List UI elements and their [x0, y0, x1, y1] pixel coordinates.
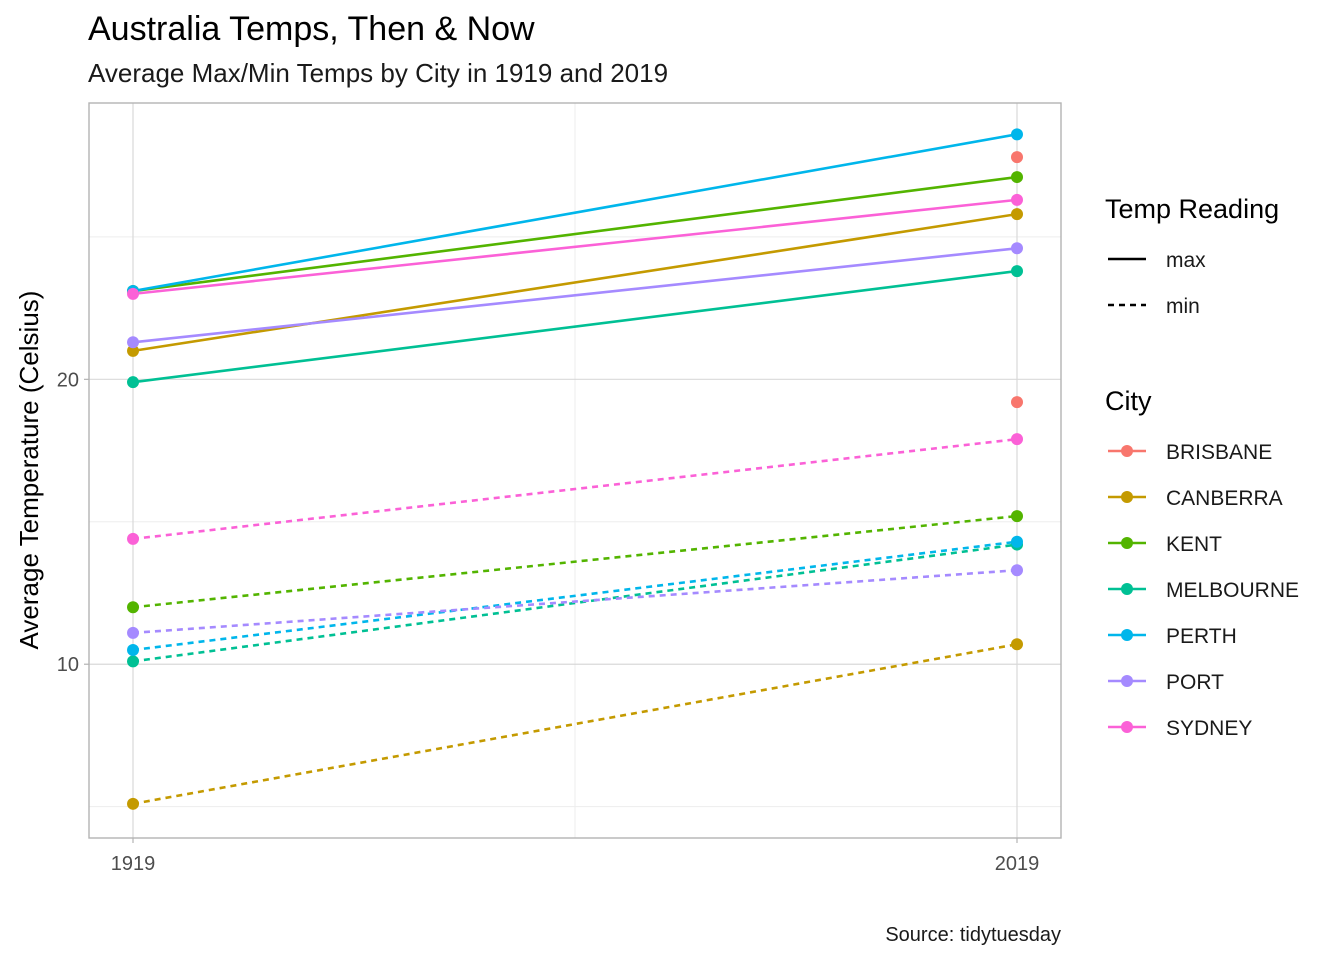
- data-point-perth-max: [1011, 128, 1023, 141]
- legend-label-port: PORT: [1166, 671, 1224, 694]
- legend-title-city: City: [1105, 386, 1152, 416]
- series-line-sydney-min: [132, 437, 1018, 541]
- legend-key-point-canberra: [1121, 491, 1133, 503]
- legend-label-sydney: SYDNEY: [1166, 717, 1252, 740]
- series-line-sydney-max: [132, 198, 1018, 296]
- data-point-kent-max: [1011, 171, 1023, 184]
- legend-label-brisbane: BRISBANE: [1166, 441, 1272, 464]
- data-point-port-min: [127, 626, 139, 639]
- legend-label-perth: PERTH: [1166, 625, 1237, 648]
- legend-label-min: min: [1166, 295, 1200, 318]
- panel-border: [88, 102, 1062, 839]
- data-point-canberra-min: [1011, 638, 1023, 651]
- data-point-port-max: [1011, 242, 1023, 255]
- legend-label-canberra: CANBERRA: [1166, 487, 1283, 510]
- legend-key-point-sydney: [1121, 721, 1133, 733]
- data-point-sydney-max: [127, 287, 139, 300]
- chart-title: Australia Temps, Then & Now: [88, 10, 535, 48]
- series-line-canberra-max: [132, 212, 1018, 353]
- data-point-port-min: [1011, 564, 1023, 577]
- series-layer: [127, 128, 1023, 810]
- chart-caption: Source: tidytuesday: [885, 924, 1061, 946]
- legend-key-point-melbourne: [1121, 583, 1133, 595]
- legend-key-point-port: [1121, 675, 1133, 687]
- data-point-perth-min: [1011, 535, 1023, 548]
- data-point-kent-min: [1011, 510, 1023, 523]
- series-line-kent-min: [132, 514, 1018, 609]
- legend-label-kent: KENT: [1166, 533, 1222, 556]
- legend-title-temp-reading: Temp Reading: [1105, 194, 1279, 224]
- y-axis-title: Average Temperature (Celsius): [14, 291, 44, 650]
- grid-layer: [89, 103, 1061, 838]
- data-point-kent-min: [127, 601, 139, 614]
- axis-layer: 10 20 1919 2019: [57, 369, 1040, 875]
- legend-label-max: max: [1166, 249, 1206, 272]
- series-line-port-min: [132, 568, 1018, 635]
- legend-label-melbourne: MELBOURNE: [1166, 579, 1299, 602]
- data-point-sydney-min: [127, 532, 139, 545]
- y-tick-label: 10: [57, 654, 79, 676]
- data-point-brisbane-max: [1011, 151, 1023, 164]
- legend-linetype: max min: [1108, 249, 1206, 318]
- legend-key-point-kent: [1121, 537, 1133, 549]
- legend-key-point-perth: [1121, 629, 1133, 641]
- data-point-melbourne-max: [127, 376, 139, 389]
- series-line-melbourne-max: [132, 269, 1018, 384]
- y-tick-label: 20: [57, 369, 79, 391]
- series-line-melbourne-min: [132, 543, 1018, 663]
- data-point-sydney-min: [1011, 433, 1023, 446]
- data-point-melbourne-min: [127, 655, 139, 668]
- series-line-perth-min: [132, 540, 1018, 652]
- data-point-port-max: [127, 336, 139, 349]
- chart-subtitle: Average Max/Min Temps by City in 1919 an…: [88, 58, 668, 88]
- x-tick-label: 1919: [111, 853, 156, 875]
- legend-key-point-brisbane: [1121, 445, 1133, 457]
- series-line-perth-max: [132, 133, 1018, 293]
- legend-color: BRISBANE CANBERRA KENT MELBOURNE PERTH PORT SY…: [1108, 441, 1299, 740]
- data-point-melbourne-max: [1011, 265, 1023, 278]
- series-line-canberra-min: [132, 642, 1018, 806]
- data-point-canberra-max: [127, 344, 139, 357]
- data-point-perth-min: [127, 643, 139, 656]
- data-point-canberra-max: [1011, 208, 1023, 221]
- data-point-brisbane-min: [1011, 396, 1023, 409]
- data-point-sydney-max: [1011, 193, 1023, 206]
- series-line-port-max: [132, 246, 1018, 344]
- series-line-kent-max: [132, 175, 1018, 293]
- x-tick-label: 2019: [995, 853, 1040, 875]
- data-point-canberra-min: [127, 797, 139, 810]
